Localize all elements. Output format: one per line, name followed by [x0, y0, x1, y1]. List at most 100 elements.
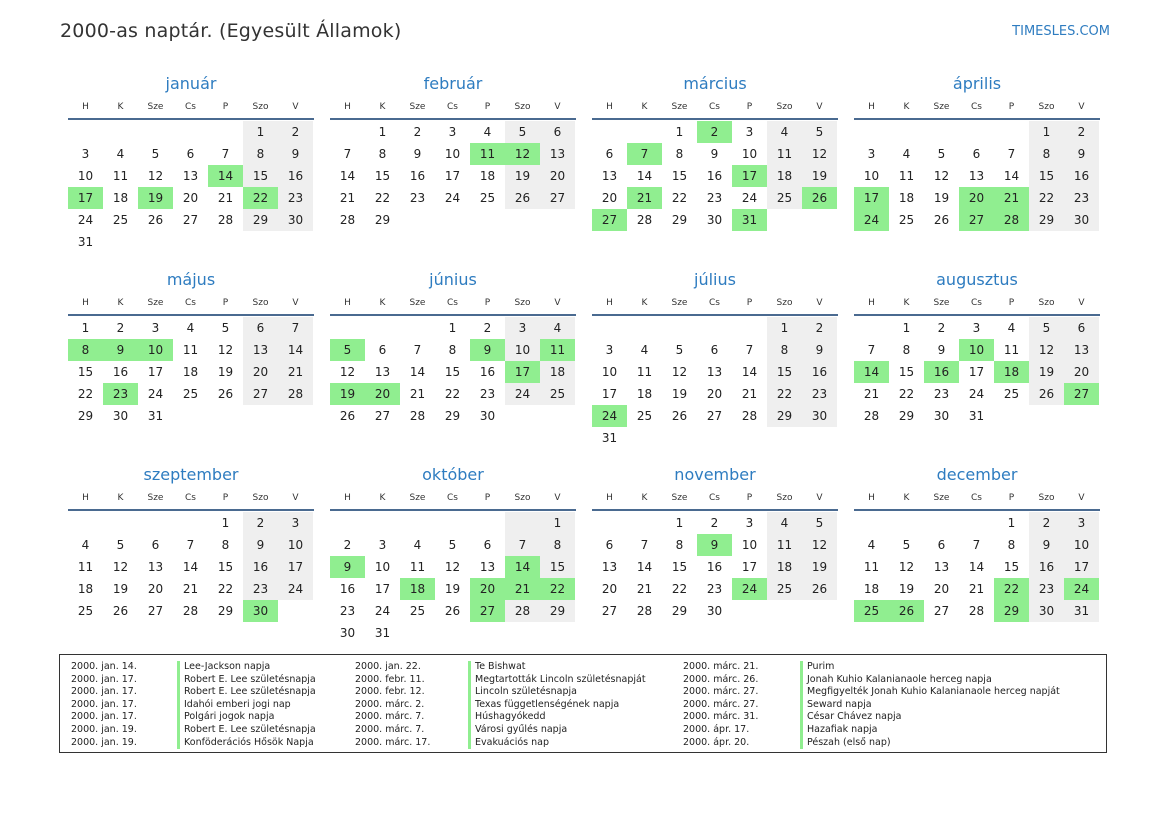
day-cell: 19	[802, 165, 837, 187]
day-cell: 17	[968, 365, 985, 379]
day-cell: 12	[671, 365, 688, 379]
day-cell: 28	[994, 209, 1029, 231]
day-cell: 5	[675, 343, 684, 357]
week-row: 16 17 18 19 20 21 22	[330, 578, 576, 600]
day-cell: 30	[802, 405, 837, 427]
empty-day	[208, 231, 243, 253]
weekday-label: Cs	[185, 493, 196, 503]
day-cell: 11	[767, 534, 802, 556]
day-cell: 14	[636, 560, 653, 574]
day-cell: 12	[217, 343, 234, 357]
weekday-label: V	[554, 298, 561, 308]
day-cell: 5	[151, 147, 160, 161]
week-row: 24 25 26 27 28 29 30	[592, 405, 838, 427]
day-cell: 18	[182, 365, 199, 379]
day-cell: 1	[767, 317, 802, 339]
day-cell: 9	[697, 534, 732, 556]
day-cell: 18	[863, 582, 880, 596]
day-cell: 8	[378, 147, 387, 161]
day-cell: 21	[505, 578, 540, 600]
day-cell: 15	[444, 365, 461, 379]
empty-day	[400, 512, 435, 534]
empty-day	[627, 317, 662, 339]
day-cell: 6	[186, 147, 195, 161]
holiday-date: 2000. jan. 17.	[71, 711, 137, 723]
holiday-name: Lincoln születésnapja	[468, 686, 577, 699]
header-rule	[854, 314, 1100, 316]
day-cell: 29	[671, 213, 688, 227]
day-cell: 15	[671, 169, 688, 183]
day-cell: 8	[540, 534, 575, 556]
holiday-row: 2000. jan. 17. Robert E. Lee születésnapj…	[71, 673, 316, 687]
empty-day	[1064, 405, 1099, 427]
holiday-date: 2000. márc. 27.	[683, 698, 759, 710]
day-cell: 22	[671, 191, 688, 205]
weekday-label: Sze	[671, 298, 688, 308]
week-row: 14 15 16 17 18 19 20	[330, 165, 576, 187]
day-cell: 1	[1007, 516, 1016, 530]
holiday-row: 2000. jan. 17. Robert E. Lee születésnapj…	[71, 686, 316, 699]
day-cell: 21	[994, 187, 1029, 209]
day-cell: 6	[972, 147, 981, 161]
day-cell: 27	[374, 409, 391, 423]
day-cell: 20	[1064, 361, 1099, 383]
day-cell: 26	[444, 604, 461, 618]
weekday-label: Szo	[1038, 298, 1055, 308]
day-cell: 22	[994, 578, 1029, 600]
weekday-label: K	[379, 102, 386, 112]
day-cell: 1	[675, 125, 684, 139]
month-name: február	[423, 74, 483, 93]
day-cell: 6	[605, 538, 614, 552]
day-cell: 4	[186, 321, 195, 335]
day-cell: 1	[675, 516, 684, 530]
day-cell: 15	[898, 365, 915, 379]
empty-day	[627, 427, 662, 449]
day-cell: 4	[867, 538, 876, 552]
day-cell: 20	[706, 387, 723, 401]
day-cell: 18	[767, 556, 802, 578]
holiday-row: 2000. márc. 2. Texas függetlenségének nap…	[355, 698, 646, 712]
day-cell: 27	[1064, 383, 1099, 405]
month-calendar: szeptember H K Sze Cs P Szo V 1 2 3 4 5 6 7 8 9 10 11 12 13 1…	[68, 463, 314, 622]
week-row: 14 15 16 17 18 19 20	[854, 361, 1100, 383]
day-cell: 16	[706, 169, 723, 183]
holiday-row: 2000. febr. 12. Lincoln születésnapja	[355, 686, 646, 699]
day-cell: 22	[217, 582, 234, 596]
day-cell: 12	[339, 365, 356, 379]
empty-day	[627, 512, 662, 534]
day-cell: 1	[902, 321, 911, 335]
site-link[interactable]: TIMESLES.COM	[1012, 24, 1110, 39]
week-row: 25 26 27 28 29 30	[68, 600, 314, 622]
empty-day	[173, 512, 208, 534]
day-cell: 19	[217, 365, 234, 379]
day-cell: 9	[1064, 143, 1099, 165]
day-cell: 1	[540, 512, 575, 534]
empty-day	[732, 600, 767, 622]
day-cell: 7	[505, 534, 540, 556]
day-cell: 22	[243, 187, 278, 209]
day-cell: 4	[767, 512, 802, 534]
day-cell: 13	[243, 339, 278, 361]
day-cell: 15	[540, 556, 575, 578]
day-cell: 5	[802, 512, 837, 534]
day-cell: 29	[767, 405, 802, 427]
day-cell: 10	[601, 365, 618, 379]
weekday-label: V	[816, 102, 823, 112]
weekday-label: Cs	[971, 298, 982, 308]
day-cell: 10	[444, 147, 461, 161]
day-cell: 27	[706, 409, 723, 423]
month-name: november	[674, 465, 756, 484]
weekday-label: P	[746, 102, 753, 112]
day-cell: 5	[116, 538, 125, 552]
day-cell: 12	[933, 169, 950, 183]
empty-day	[208, 405, 243, 427]
day-cell: 4	[540, 317, 575, 339]
weekday-label: Sze	[671, 102, 688, 112]
month-name: december	[936, 465, 1018, 484]
day-cell: 10	[138, 339, 173, 361]
day-cell: 17	[854, 187, 889, 209]
